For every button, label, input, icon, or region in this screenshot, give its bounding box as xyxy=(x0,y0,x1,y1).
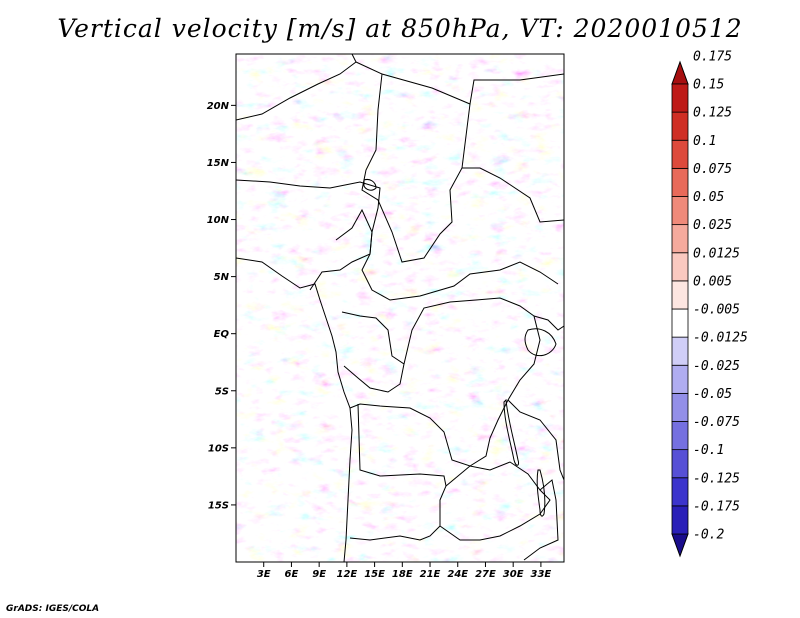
colorbar-bin xyxy=(671,449,689,479)
border-zambia xyxy=(439,461,551,541)
lon-tick-label: 18E xyxy=(392,569,413,580)
border-chad xyxy=(361,73,471,263)
colorbar-label: -0.05 xyxy=(693,387,732,402)
lat-tick-label: 15N xyxy=(207,158,230,169)
colorbar-bin xyxy=(671,421,689,451)
border-sahel xyxy=(236,179,381,255)
colorbar-bin xyxy=(671,280,689,310)
border-tanzania xyxy=(507,399,564,481)
lat-tick-label: 15S xyxy=(208,500,229,511)
colorbar-bin xyxy=(671,224,689,254)
colorbar-bin xyxy=(671,252,689,282)
colorbar-bin xyxy=(671,364,689,394)
lat-tick-label: 10S xyxy=(208,443,229,454)
lon-tick-label: 15E xyxy=(364,569,385,580)
border-sudan xyxy=(462,167,564,223)
border-angola xyxy=(349,403,447,541)
colorbar-label: -0.175 xyxy=(693,499,740,514)
colorbar-label: 0.1 xyxy=(693,134,716,149)
colorbar-min-triangle xyxy=(671,533,689,558)
border-east xyxy=(533,315,564,331)
grads-credit: GrADS: IGES/COLA xyxy=(6,604,100,614)
colorbar-bin xyxy=(671,336,689,366)
lake-malawi xyxy=(536,469,546,517)
colorbar-bin xyxy=(671,83,689,113)
page-title: Vertical velocity [m/s] at 850hPa, VT: 2… xyxy=(57,14,743,43)
colorbar-label: -0.005 xyxy=(693,303,740,318)
lat-tick-label: 5S xyxy=(215,386,229,397)
vertical-velocity-field xyxy=(236,54,564,562)
colorbar-label: 0.125 xyxy=(693,106,732,121)
colorbar-label: 0.15 xyxy=(693,78,724,93)
latitude-axis: 20N 15N 10N 5N EQ 5S 10S 15S xyxy=(207,101,236,511)
border-car xyxy=(361,253,559,301)
colorbar-label: 0.025 xyxy=(693,218,732,233)
colorbar-bin xyxy=(671,196,689,226)
colorbar-label: -0.1 xyxy=(693,443,724,458)
colorbar-label: 0.05 xyxy=(693,190,724,205)
colorbar-label: -0.075 xyxy=(693,415,740,430)
colorbar-label: 0.005 xyxy=(693,274,732,289)
colorbar-label: 0.0125 xyxy=(693,246,740,261)
lat-tick-label: EQ xyxy=(214,329,230,340)
colorbar-bin xyxy=(671,139,689,169)
lon-tick-label: 12E xyxy=(336,569,357,580)
lake-victoria xyxy=(524,328,557,357)
lon-tick-label: 30E xyxy=(503,569,524,580)
country-borders xyxy=(236,54,564,562)
longitude-axis: 3E 6E 9E 12E 15E 18E 21E 24E 27E 30E 33E xyxy=(257,562,552,580)
lon-tick-label: 3E xyxy=(257,569,271,580)
colorbar: -0.2 -0.175 -0.125 -0.1 -0.075 -0.05 -0.025 -0.… xyxy=(671,49,748,558)
lon-tick-label: 27E xyxy=(475,569,496,580)
coastline-west xyxy=(236,257,353,562)
colorbar-bin xyxy=(671,477,689,507)
colorbar-bin xyxy=(671,505,689,535)
colorbar-label: -0.025 xyxy=(693,359,740,374)
map-frame xyxy=(235,53,565,563)
lon-tick-label: 21E xyxy=(420,569,441,580)
colorbar-max-triangle xyxy=(671,60,689,85)
lon-tick-label: 33E xyxy=(531,569,552,580)
lake-chad xyxy=(363,179,377,191)
lon-tick-label: 24E xyxy=(447,569,468,580)
colorbar-label: 0.075 xyxy=(693,162,732,177)
lon-tick-label: 9E xyxy=(312,569,326,580)
border-mozambique xyxy=(523,479,559,561)
colorbar-label: 0.175 xyxy=(693,49,732,64)
colorbar-bin xyxy=(671,111,689,141)
lat-tick-label: 10N xyxy=(207,215,230,226)
colorbar-label: -0.2 xyxy=(693,528,724,543)
lat-tick-label: 5N xyxy=(214,272,230,283)
colorbar-bin xyxy=(671,392,689,422)
colorbar-bin xyxy=(671,308,689,338)
lake-tanganyika xyxy=(503,398,519,466)
colorbar-label: -0.125 xyxy=(693,471,740,486)
border-cameroon xyxy=(309,208,373,291)
colorbar-label: -0.0125 xyxy=(693,331,748,346)
lat-tick-label: 20N xyxy=(207,101,230,112)
lon-tick-label: 6E xyxy=(285,569,299,580)
colorbar-bin xyxy=(671,167,689,197)
